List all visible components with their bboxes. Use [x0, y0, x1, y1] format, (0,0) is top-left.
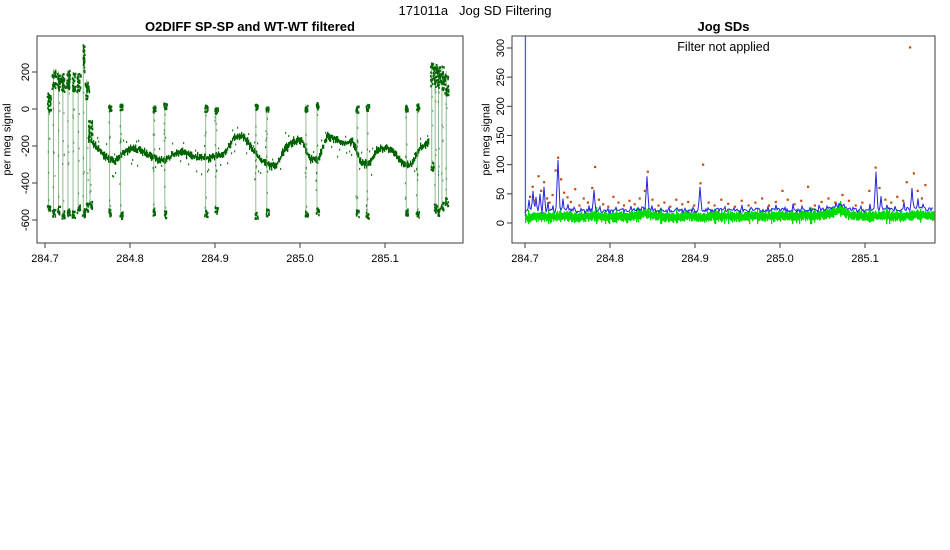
- left-x-tick-label: 284.7: [31, 253, 59, 265]
- right-y-tick-label: 150: [495, 126, 507, 144]
- right-y-tick-label: 0: [495, 220, 507, 226]
- right-x-tick-label: 284.8: [596, 253, 624, 265]
- jogsd-green-band: [525, 201, 935, 225]
- left-y-tick-label: -400: [20, 172, 32, 194]
- o2diff-signal-band: [88, 126, 430, 178]
- left-x-tick-label: 284.9: [201, 253, 229, 265]
- left-x-tick-label: 285.1: [371, 253, 399, 265]
- left-y-tick-label: -600: [20, 209, 32, 231]
- right-x-tick-label: 285.0: [766, 253, 794, 265]
- right-y-tick-label: 50: [495, 188, 507, 200]
- left-plot-box: [36, 35, 464, 244]
- right-x-tick-label: 284.9: [681, 253, 709, 265]
- jogsd-blue-line: [524, 159, 933, 215]
- right-y-tick-label: 100: [495, 155, 507, 173]
- left-plot-title: O2DIFF SP-SP and WT-WT filtered: [145, 19, 355, 34]
- right-x-tick-label: 284.7: [511, 253, 539, 265]
- o2diff-end-cluster: [430, 61, 450, 217]
- left-y-tick-label: -200: [20, 135, 32, 157]
- right-plot-title: Jog SDs: [697, 19, 750, 34]
- left-y-tick-label: 0: [20, 106, 32, 112]
- left-y-tick-label: 200: [20, 63, 32, 81]
- right-y-tick-label: 200: [495, 97, 507, 115]
- right-chart-data: [524, 36, 935, 225]
- left-chart-data: [46, 44, 450, 221]
- filter-annotation: Filter not applied: [677, 40, 770, 54]
- o2diff-jog-spikes: [108, 101, 421, 221]
- o2diff-start-cluster: [46, 44, 94, 220]
- left-x-tick-label: 285.0: [286, 253, 314, 265]
- left-x-tick-label: 284.8: [116, 253, 144, 265]
- right-plot-box: [511, 35, 936, 244]
- figure-title: 171011a Jog SD Filtering: [398, 3, 552, 18]
- right-x-tick-label: 285.1: [851, 253, 879, 265]
- jogsd-unfiltered-dots: [529, 46, 927, 208]
- right-y-tick-label: 300: [495, 39, 507, 57]
- right-y-tick-label: 250: [495, 68, 507, 86]
